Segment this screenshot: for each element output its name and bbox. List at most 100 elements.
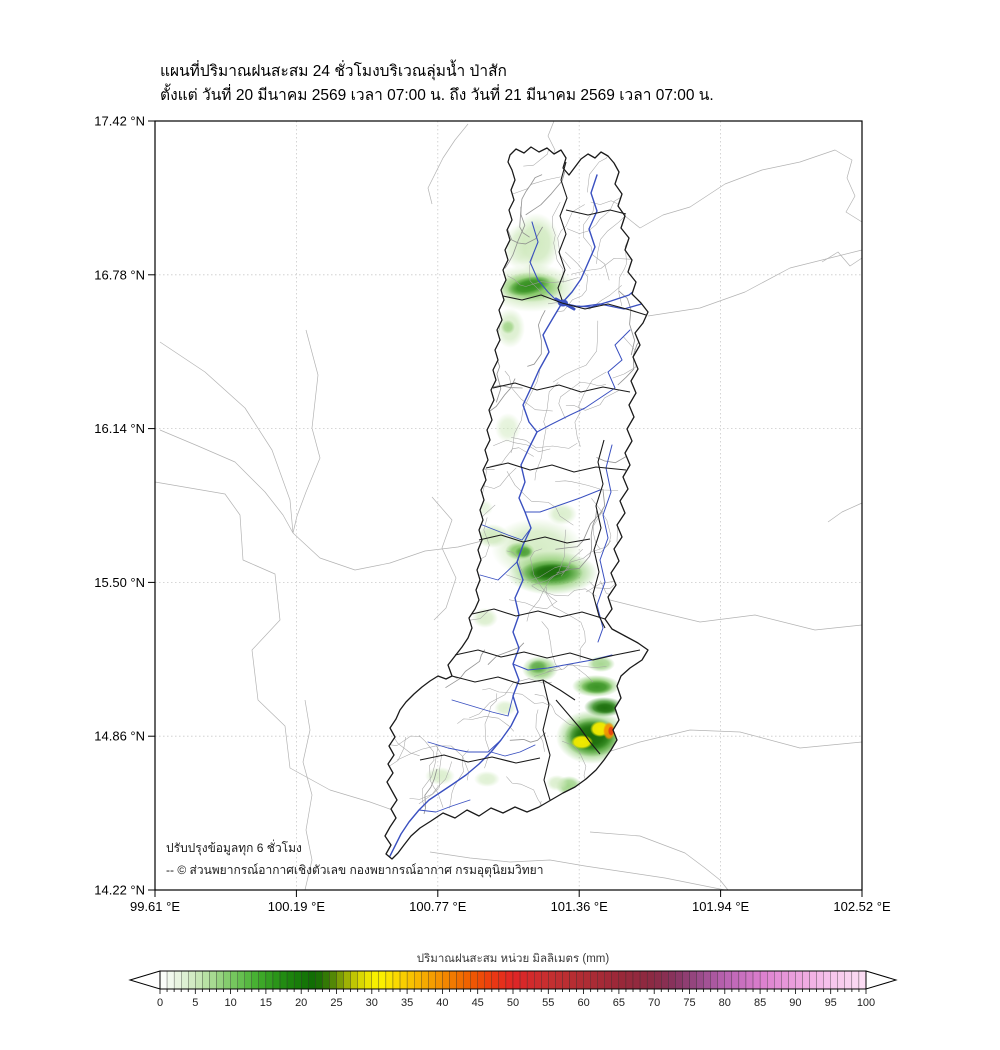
stream-line — [510, 370, 541, 453]
stream-line — [561, 540, 612, 577]
rain-cell — [474, 771, 500, 787]
colorbar-tick-label: 75 — [683, 997, 695, 1009]
river-network — [389, 174, 648, 857]
colorbar-tick-label: 55 — [542, 997, 554, 1009]
stream-line — [493, 439, 551, 453]
stream-line — [545, 587, 586, 661]
x-tick-label: 100.77 °E — [409, 899, 467, 914]
stream-line — [531, 585, 597, 597]
y-tick-label: 16.78 °N — [94, 267, 145, 282]
stream-line — [546, 664, 594, 683]
subbasin-boundaries — [419, 161, 647, 801]
colorbar-tick-label: 25 — [330, 997, 342, 1009]
stream-line — [591, 498, 612, 554]
title-line-2: ตั้งแต่ วันที่ 20 มีนาคม 2569 เวลา 07:00… — [160, 87, 714, 104]
stream-line — [445, 649, 486, 689]
y-tick-label: 14.22 °N — [94, 883, 145, 898]
stream-line — [583, 195, 610, 281]
colorbar-tick-labels: 0 5 10 15 20 25 30 35 40 45 50 55 60 65 70 75 80 85 90 95 10… — [157, 997, 875, 1009]
main-river — [389, 174, 598, 857]
stream-line — [555, 489, 606, 550]
map-note: ปรับปรุงข้อมูลทุก 6 ชั่วโมง -- © ส่วนพยา… — [166, 839, 543, 878]
stream-line — [484, 693, 498, 769]
stream-line — [541, 621, 563, 671]
figure-title: แผนที่ปริมาณฝนสะสม 24 ชั่วโมงบริเวณลุ่มน… — [160, 60, 714, 108]
colorbar-arrow-right — [865, 970, 898, 990]
rain-cell — [425, 767, 455, 785]
stream-line — [534, 694, 576, 727]
colorbar-tick-label: 5 — [192, 997, 198, 1009]
rain-cell — [501, 320, 515, 334]
stream-line — [385, 725, 421, 746]
colorbar-arrow-left — [128, 970, 161, 990]
stream-line — [469, 678, 552, 719]
colorbar-tick-label: 95 — [825, 997, 837, 1009]
rain-cell — [608, 726, 614, 736]
stream-line — [557, 251, 588, 313]
stream-line — [530, 548, 558, 602]
stream-line — [527, 310, 546, 367]
y-tick-label: 14.86 °N — [94, 729, 145, 744]
x-tick-label: 101.94 °E — [692, 899, 750, 914]
colorbar-tick-label: 90 — [789, 997, 801, 1009]
stream-line — [558, 381, 607, 420]
colorbar-tick-label: 0 — [157, 997, 163, 1009]
map-frame — [154, 120, 863, 891]
colorbar-tick-label: 80 — [719, 997, 731, 1009]
update-note: ปรับปรุงข้อมูลทุก 6 ชั่วโมง — [166, 839, 302, 856]
colorbar-label: ปริมาณฝนสะสม หน่วย มิลลิเมตร (mm) — [417, 952, 610, 965]
stream-line — [505, 565, 571, 581]
colorbar-tick-label: 65 — [613, 997, 625, 1009]
stream-line — [587, 147, 614, 193]
stream-line — [618, 290, 636, 356]
stream-line — [525, 168, 567, 216]
stream-line — [535, 709, 545, 752]
source-note: -- © ส่วนพยากรณ์อากาศเชิงตัวเลข กองพยากร… — [166, 863, 543, 878]
stream-line — [489, 447, 534, 467]
stream-line — [504, 206, 526, 269]
title-line-1: แผนที่ปริมาณฝนสะสม 24 ชั่วโมงบริเวณลุ่มน… — [160, 63, 507, 80]
stream-line — [423, 768, 438, 815]
x-tick-label: 101.36 °E — [551, 899, 609, 914]
colorbar-tick-label: 45 — [472, 997, 484, 1009]
y-tick-label: 15.50 °N — [94, 575, 145, 590]
colorbar-tick-label: 100 — [857, 997, 875, 1009]
stream-line — [482, 688, 550, 706]
stream-line — [487, 642, 525, 666]
rain-cell — [528, 660, 548, 674]
stream-line — [571, 258, 648, 297]
stream-line — [506, 471, 574, 526]
colorbar-tick-label: 20 — [295, 997, 307, 1009]
stream-line — [489, 378, 516, 412]
rain-cell — [495, 413, 521, 443]
colorbar-tick-label: 60 — [577, 997, 589, 1009]
stream-line — [555, 480, 619, 491]
colorbar-tick-label: 30 — [366, 997, 378, 1009]
x-tick-label: 99.61 °E — [130, 899, 180, 914]
stream-line — [457, 716, 515, 732]
stream-line — [409, 761, 452, 800]
x-tick-label: 102.52 °E — [833, 899, 891, 914]
colorbar-tick-label: 50 — [507, 997, 519, 1009]
stream-line — [511, 437, 578, 449]
colorbar-tick-label: 10 — [224, 997, 236, 1009]
colorbar-tick-label: 70 — [648, 997, 660, 1009]
stream-line — [556, 510, 598, 574]
rain-cell — [529, 563, 569, 581]
stream-line — [508, 599, 558, 610]
colorbar-tick-label: 15 — [260, 997, 272, 1009]
x-tick-label: 100.19 °E — [268, 899, 326, 914]
stream-line — [617, 332, 646, 386]
stream-line — [534, 664, 607, 677]
stream-line — [418, 735, 444, 808]
stream-line — [531, 548, 583, 586]
colorbar-tick-label: 85 — [754, 997, 766, 1009]
basin-outline — [384, 146, 649, 860]
rain-cell — [547, 503, 577, 525]
colorbar-gradient — [128, 970, 898, 990]
stream-line — [574, 371, 607, 447]
map-canvas: 17.42 °N 16.78 °N 16.14 °N 15.50 °N 14.8… — [94, 114, 891, 915]
province-boundaries — [154, 120, 863, 891]
y-axis-labels: 17.42 °N 16.78 °N 16.14 °N 15.50 °N 14.8… — [94, 114, 145, 898]
